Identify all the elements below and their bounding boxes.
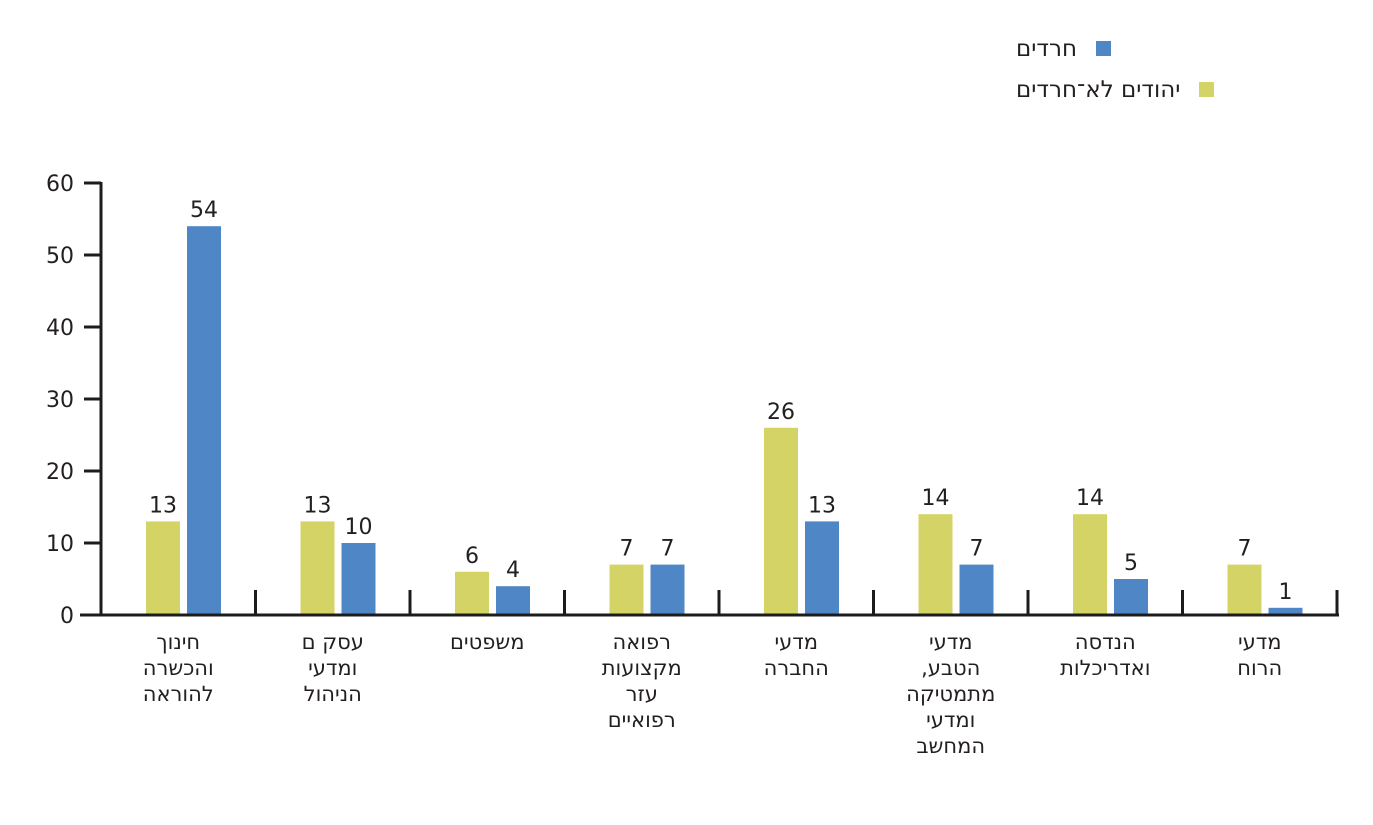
category-label-line: מדעי [774,630,819,654]
category-label-line: החברה [763,656,829,680]
category-label-line: רפואיים [607,708,676,732]
category-label-line: מקצועות [601,656,682,680]
legend: חרדים יהודים לא־חרדים [1016,28,1336,110]
bar-haredim [1114,579,1148,615]
category-label-line: הנדסה [1074,630,1136,654]
y-tick-label: 50 [46,244,74,269]
category-label-line: מדעי [928,630,973,654]
bar-non-haredi-jews [1227,564,1262,615]
legend-swatch-haredim [1095,41,1111,56]
category-label-line: הטבע, [921,656,981,680]
category-label-line: ומדעי [308,656,358,680]
bar-non-haredi-jews [764,427,798,615]
bar-haredim [1268,607,1303,615]
value-label: 4 [506,558,520,583]
legend-item-haredim: חרדים [1016,28,1336,69]
category-label-line: משפטים [449,630,525,654]
category-label-line: להוראה [142,682,214,706]
value-label: 14 [922,486,950,511]
value-label: 13 [808,493,836,518]
category-label: חינוך והכשרה להוראה [103,629,253,707]
category-label-line: ואדריכלות [1060,656,1151,680]
category-label-line: עזר [625,682,658,706]
category-label-line: המחשב [916,734,986,758]
bar-non-haredi-jews [300,521,335,615]
bar-non-haredi-jews [455,571,489,615]
legend-item-non-haredi-jews: יהודים לא־חרדים [1016,69,1336,110]
value-label: 10 [345,515,373,540]
category-label: רפואה מקצועות עזר רפואיים [567,629,717,733]
value-label: 7 [661,537,675,562]
value-label: 6 [465,544,479,569]
bars [146,226,1303,615]
value-label: 7 [970,537,984,562]
value-label: 13 [149,493,177,518]
category-label: מדעי הרוח [1185,629,1335,681]
category-separators [254,590,1339,615]
y-tick-label: 10 [46,532,74,557]
bar-non-haredi-jews [918,514,953,615]
value-label: 14 [1076,486,1104,511]
category-label-line: הניהול [303,682,362,706]
bar-haredim [650,564,685,615]
value-label: 7 [620,537,634,562]
bar-haredim [959,564,994,615]
value-label: 1 [1279,580,1293,605]
bar-haredim [187,226,221,615]
legend-label-non-haredi-jews: יהודים לא־חרדים [1016,76,1181,103]
category-label-line: עסק ם [301,630,364,654]
category-label: משפטים [412,629,562,655]
category-label-line: רפואה [612,630,671,654]
value-label: 7 [1238,537,1252,562]
value-label: 13 [304,493,332,518]
y-axis-ticks: 0 10 20 30 40 50 60 [46,172,101,629]
bar-non-haredi-jews [609,564,644,615]
category-label-line: הרוח [1237,656,1283,680]
y-tick-label: 30 [46,388,74,413]
bar-non-haredi-jews [1073,514,1107,615]
value-label: 5 [1124,551,1138,576]
category-label: עסק ם ומדעי הניהול [258,629,408,707]
y-tick-label: 60 [46,172,74,197]
y-tick-label: 20 [46,460,74,485]
category-label: מדעי הטבע, מתמטיקה ומדעי המחשב [876,629,1026,759]
bar-haredim [341,543,376,615]
value-label: 26 [767,400,795,425]
bar-haredim [805,521,839,615]
category-label: הנדסה ואדריכלות [1030,629,1180,681]
legend-label-haredim: חרדים [1016,35,1077,62]
y-tick-label: 0 [60,604,74,629]
category-label-line: והכשרה [142,656,214,680]
legend-swatch-non-haredi-jews [1199,82,1215,97]
y-tick-label: 40 [46,316,74,341]
category-label-line: חינוך [156,630,201,654]
bar-non-haredi-jews [146,521,180,615]
category-label-line: מדעי [1237,630,1282,654]
value-labels: 13 13 6 7 26 14 14 7 54 10 4 7 13 7 5 1 [149,198,1293,605]
category-label-line: מתמטיקה [906,682,996,706]
category-label-line: ומדעי [926,708,976,732]
category-label: מדעי החברה [721,629,871,681]
value-label: 54 [190,198,218,223]
bar-haredim [496,586,530,615]
